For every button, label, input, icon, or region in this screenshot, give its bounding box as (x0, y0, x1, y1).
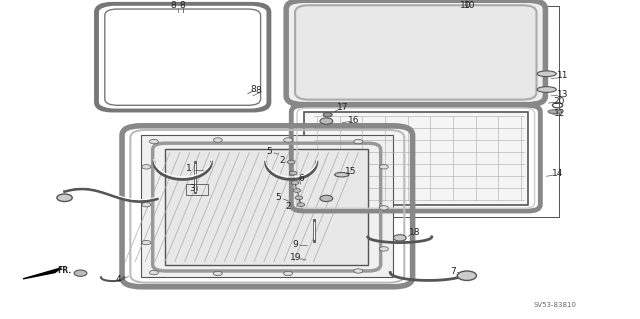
Circle shape (150, 270, 159, 275)
Text: 12: 12 (554, 109, 565, 118)
Text: 14: 14 (552, 169, 563, 178)
Ellipse shape (537, 71, 556, 77)
Circle shape (380, 206, 388, 210)
Circle shape (150, 139, 159, 144)
Circle shape (354, 139, 363, 144)
Circle shape (458, 271, 476, 280)
Text: 4: 4 (116, 275, 122, 284)
Text: 3: 3 (189, 184, 195, 193)
Circle shape (289, 171, 297, 175)
Circle shape (380, 165, 388, 169)
Circle shape (57, 194, 72, 202)
Bar (141, 135, 394, 277)
Circle shape (213, 138, 222, 142)
Circle shape (354, 269, 363, 273)
Circle shape (213, 271, 222, 276)
Circle shape (287, 160, 295, 164)
Text: 17: 17 (337, 103, 348, 112)
Circle shape (74, 270, 87, 276)
Text: 8: 8 (170, 1, 176, 11)
Circle shape (323, 113, 332, 117)
Bar (291, 6, 559, 217)
FancyBboxPatch shape (286, 0, 545, 105)
Polygon shape (23, 268, 61, 279)
Text: 19: 19 (290, 253, 301, 262)
Circle shape (297, 203, 305, 207)
FancyBboxPatch shape (295, 5, 536, 100)
Text: 6: 6 (298, 174, 304, 183)
Ellipse shape (537, 87, 556, 93)
Text: 18: 18 (409, 228, 420, 237)
Text: 1: 1 (186, 164, 192, 173)
Circle shape (291, 181, 299, 184)
Text: 8: 8 (250, 85, 256, 94)
Text: 8: 8 (180, 1, 186, 11)
Text: 9: 9 (293, 240, 299, 249)
Text: FR.: FR. (58, 266, 72, 275)
Ellipse shape (548, 110, 562, 114)
Text: 11: 11 (557, 71, 568, 80)
Circle shape (142, 203, 151, 207)
Text: 5: 5 (276, 193, 282, 202)
Text: 5: 5 (266, 147, 272, 156)
Bar (291, 6, 559, 217)
Text: 16: 16 (348, 115, 359, 125)
Circle shape (380, 247, 388, 251)
Text: 10: 10 (460, 1, 471, 11)
Circle shape (293, 189, 301, 192)
Text: 10: 10 (465, 1, 476, 11)
Circle shape (320, 118, 333, 124)
Bar (166, 150, 368, 265)
Text: 15: 15 (345, 167, 356, 176)
Text: 13: 13 (557, 90, 568, 99)
Text: SV53-83810: SV53-83810 (534, 302, 577, 308)
Text: 8: 8 (255, 86, 261, 95)
Bar (186, 184, 208, 195)
Text: 2: 2 (285, 202, 291, 211)
Ellipse shape (335, 173, 349, 177)
Text: 20: 20 (554, 97, 565, 106)
Text: 7: 7 (450, 267, 456, 276)
Circle shape (142, 165, 151, 169)
Circle shape (284, 271, 292, 276)
Circle shape (320, 195, 333, 202)
Circle shape (295, 196, 303, 200)
Text: 2: 2 (279, 156, 285, 165)
Bar (304, 112, 527, 205)
Circle shape (142, 240, 151, 245)
Circle shape (394, 235, 406, 241)
Circle shape (284, 138, 292, 142)
